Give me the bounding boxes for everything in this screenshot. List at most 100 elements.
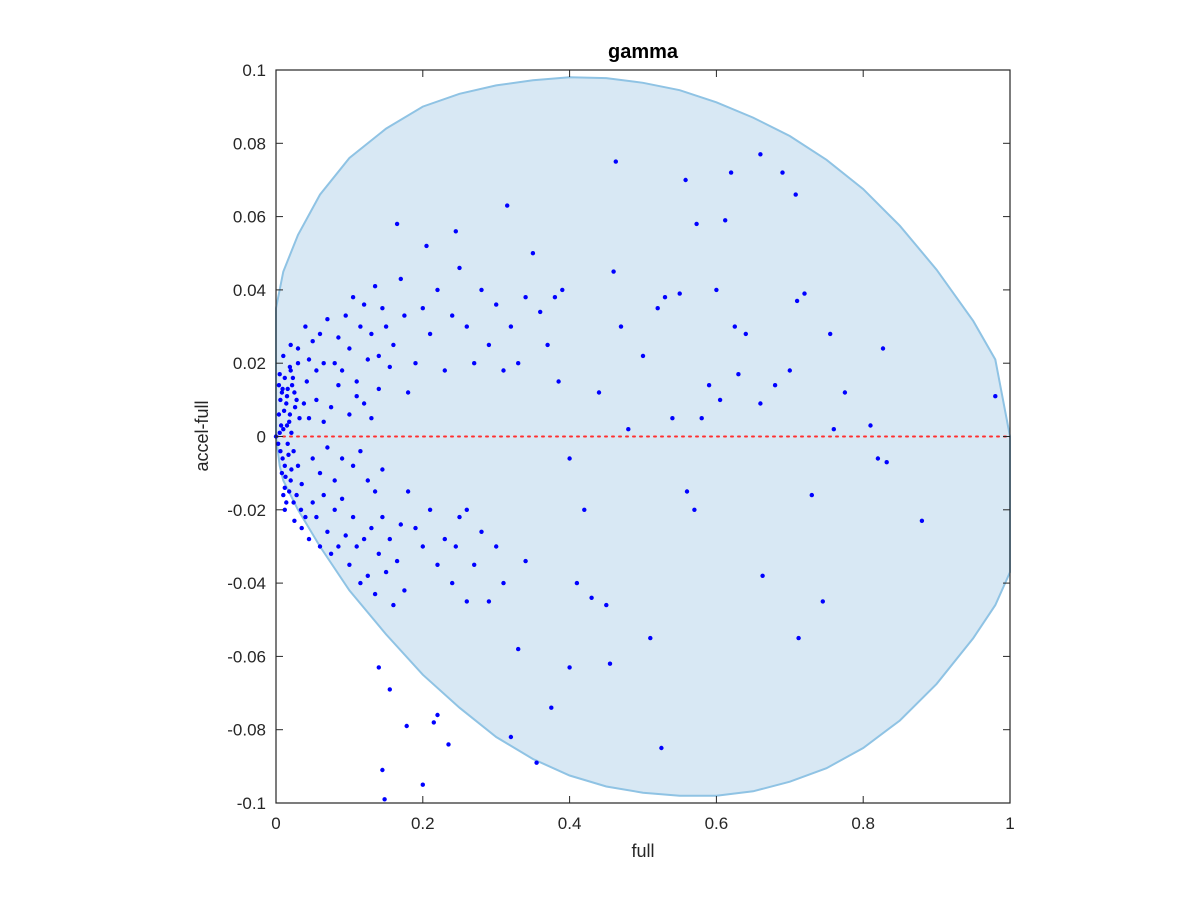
data-point <box>796 635 801 641</box>
data-point <box>508 734 514 740</box>
data-point <box>281 427 286 432</box>
data-point <box>328 405 334 410</box>
data-point <box>376 386 381 392</box>
data-point <box>387 364 392 370</box>
data-point <box>435 562 440 567</box>
data-point <box>780 170 785 175</box>
data-point <box>692 507 697 512</box>
data-point <box>472 562 477 567</box>
data-point <box>376 665 381 670</box>
plot-area <box>273 76 1011 802</box>
data-point <box>820 599 825 604</box>
data-point <box>723 218 728 223</box>
data-point <box>290 375 296 381</box>
data-point <box>684 489 690 494</box>
data-point <box>314 368 319 373</box>
data-point <box>299 525 304 531</box>
data-point <box>372 591 378 597</box>
data-point <box>699 416 704 421</box>
data-point <box>919 518 925 523</box>
data-point <box>534 760 539 765</box>
data-point <box>613 159 618 164</box>
data-point <box>298 507 304 512</box>
data-point <box>284 500 289 505</box>
data-point <box>279 390 285 395</box>
data-point <box>420 544 425 549</box>
y-axis-label: accel-full <box>192 400 212 471</box>
data-point <box>314 514 319 520</box>
data-point <box>279 470 285 476</box>
data-point <box>670 416 675 421</box>
data-point <box>736 372 741 377</box>
data-point <box>281 408 287 413</box>
data-point <box>286 452 291 457</box>
data-point <box>787 368 792 373</box>
data-point <box>611 269 616 274</box>
data-point <box>306 357 312 362</box>
data-point <box>277 372 282 377</box>
data-point <box>387 536 392 542</box>
data-point <box>618 324 624 329</box>
data-point <box>287 364 293 370</box>
data-point <box>380 467 385 472</box>
data-point <box>295 361 301 366</box>
x-tick-label: 0.8 <box>851 814 875 833</box>
data-point <box>402 313 407 318</box>
data-point <box>589 595 594 600</box>
y-tick-label: -0.04 <box>227 574 266 593</box>
data-point <box>516 646 521 652</box>
data-point <box>282 485 287 490</box>
data-point <box>321 361 326 366</box>
data-point <box>505 203 510 208</box>
data-point <box>303 514 308 520</box>
data-point <box>282 507 287 512</box>
data-point <box>292 390 297 395</box>
axis-ticks: 0 0.2 0.4 0.6 0.8 1 -0.1 -0.08 -0.06 -0.04 -0.02 0 0… <box>227 61 1014 833</box>
data-point <box>880 346 886 351</box>
data-point <box>413 361 418 366</box>
data-point <box>494 544 499 549</box>
data-point <box>380 767 385 773</box>
data-point <box>347 346 352 351</box>
y-tick-label: -0.02 <box>227 501 266 520</box>
data-point <box>552 295 558 300</box>
data-point <box>292 518 297 523</box>
data-point <box>282 375 287 381</box>
data-point <box>743 331 748 337</box>
data-point <box>361 302 367 307</box>
data-point <box>287 412 293 417</box>
data-point <box>758 152 763 157</box>
chart-title: gamma <box>608 41 679 63</box>
data-point <box>549 705 554 710</box>
data-point <box>431 720 436 725</box>
data-point <box>420 782 425 787</box>
data-point <box>706 383 712 388</box>
data-point <box>336 383 341 388</box>
data-point <box>405 390 411 395</box>
data-point <box>376 353 381 359</box>
data-point <box>328 551 334 556</box>
data-point <box>347 562 352 567</box>
data-point <box>358 324 363 329</box>
data-point <box>288 368 293 373</box>
data-point <box>321 492 326 498</box>
y-tick-label: 0.08 <box>233 134 266 153</box>
data-point <box>717 397 723 403</box>
data-point <box>453 229 458 234</box>
data-point <box>281 353 286 359</box>
data-point <box>304 379 309 384</box>
data-point <box>288 342 293 348</box>
data-point <box>380 514 385 520</box>
data-point <box>567 456 572 461</box>
data-point <box>494 302 499 307</box>
data-point <box>758 401 763 406</box>
data-point <box>299 481 304 487</box>
data-point <box>831 427 836 432</box>
data-point <box>394 221 400 227</box>
data-point <box>350 514 356 520</box>
y-tick-label: -0.06 <box>227 647 266 666</box>
data-point <box>285 441 290 446</box>
data-point <box>442 368 447 373</box>
data-point <box>523 295 528 300</box>
data-point <box>284 423 290 428</box>
